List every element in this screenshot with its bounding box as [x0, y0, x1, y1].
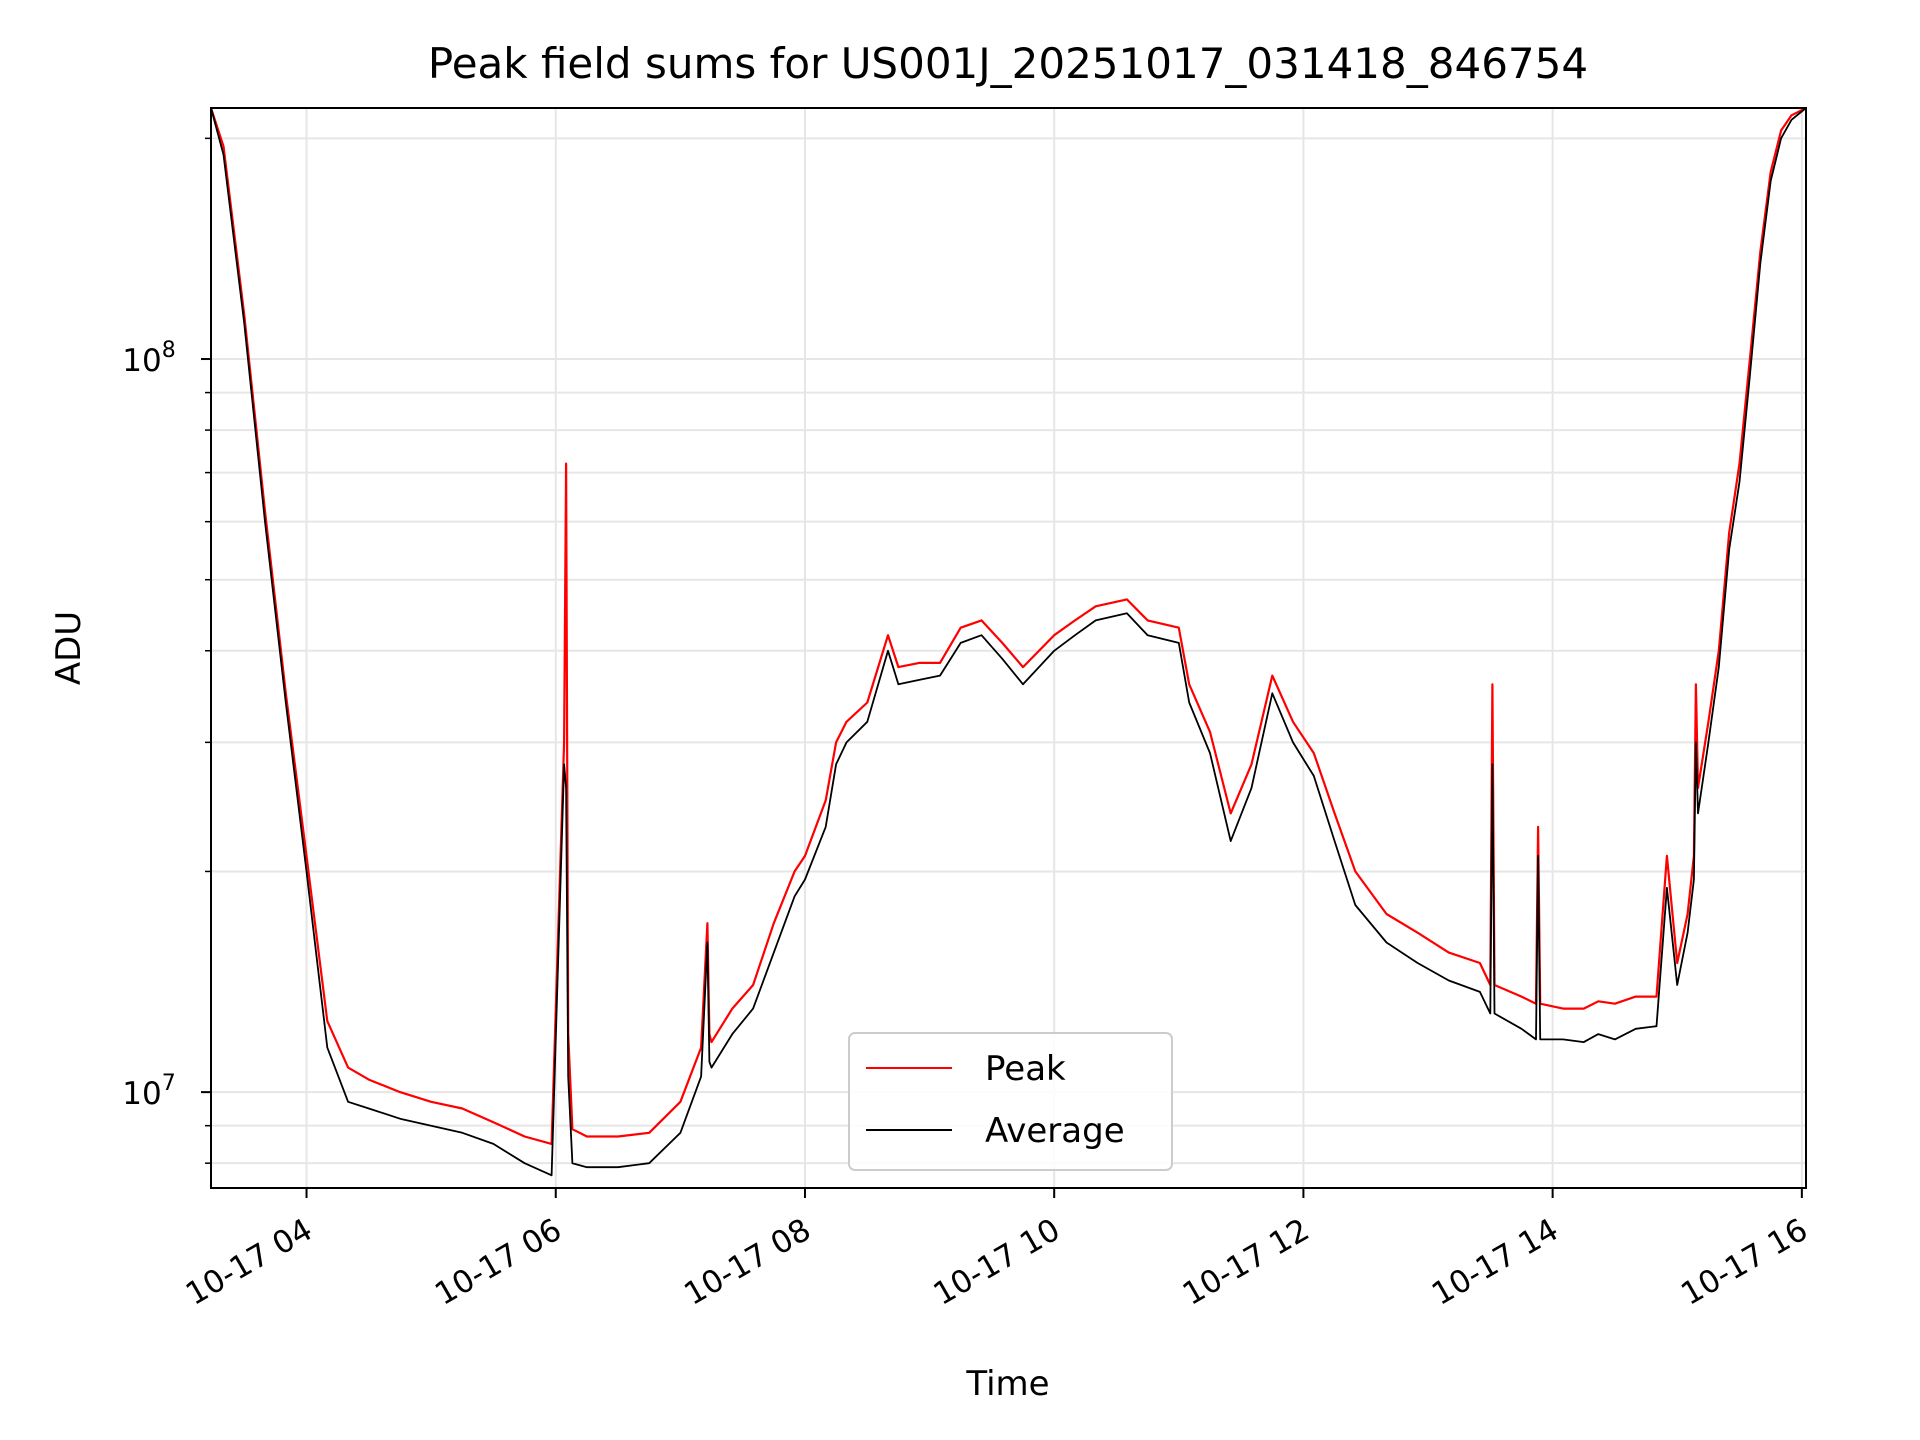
- legend: Peak Average: [848, 1032, 1173, 1171]
- x-axis-label: Time: [965, 1364, 1049, 1404]
- series-line-peak: [209, 107, 1807, 1146]
- legend-label-average: Average: [985, 1111, 1125, 1151]
- legend-label-peak: Peak: [985, 1049, 1066, 1089]
- chart-title: Peak field sums for US001J_20251017_0314…: [428, 39, 1588, 88]
- y-tick-label: 107: [122, 1071, 175, 1112]
- y-tick-label: 108: [122, 338, 175, 379]
- plot-frame: [210, 107, 1807, 1189]
- series-layer: [209, 107, 1807, 1177]
- grid-lines: [211, 108, 1806, 1188]
- y-axis-label: ADU: [49, 611, 89, 685]
- series-line-average: [210, 107, 1807, 1177]
